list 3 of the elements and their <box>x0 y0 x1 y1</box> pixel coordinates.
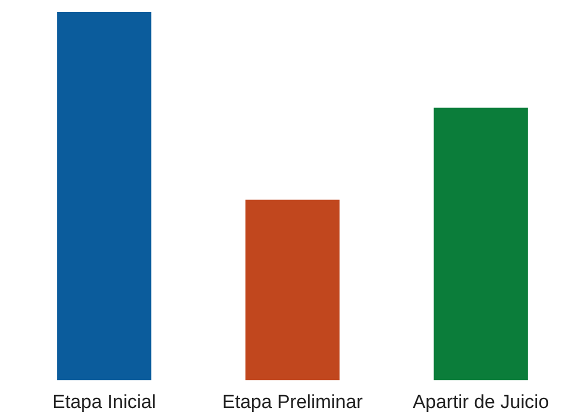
x-tick-label: Etapa Preliminar <box>222 392 364 413</box>
x-tick-label: Etapa Inicial <box>52 392 156 413</box>
x-tick-label: Apartir de Juicio <box>412 392 549 413</box>
